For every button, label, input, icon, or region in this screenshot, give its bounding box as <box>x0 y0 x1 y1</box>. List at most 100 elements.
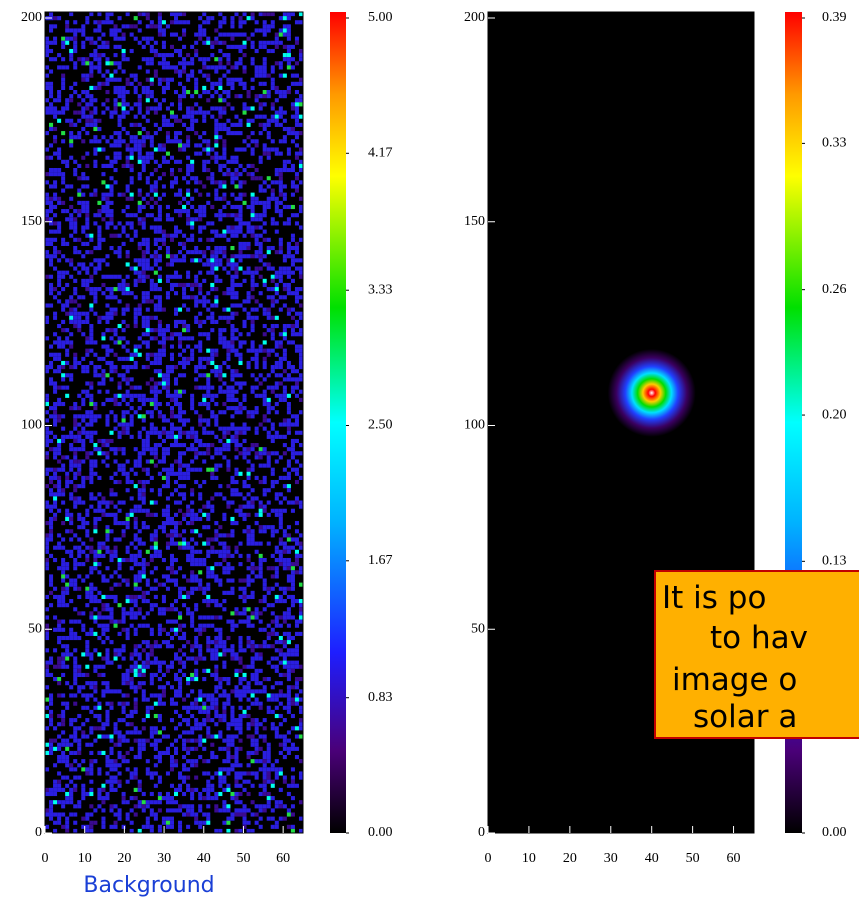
pixel <box>178 167 183 173</box>
pixel <box>258 266 263 271</box>
pixel <box>45 40 50 45</box>
pixel <box>105 344 110 349</box>
pixel <box>210 504 215 509</box>
pixel <box>113 110 118 115</box>
pixel <box>121 451 126 456</box>
pixel <box>194 455 199 460</box>
pixel <box>101 282 106 288</box>
pixel <box>238 730 243 735</box>
pixel <box>157 759 162 764</box>
pixel <box>153 660 158 665</box>
pixel <box>194 697 199 702</box>
pixel <box>53 254 58 259</box>
pixel <box>145 307 150 312</box>
pixel <box>61 77 66 82</box>
pixel <box>109 447 114 452</box>
pixel <box>97 258 102 263</box>
pixel <box>73 323 78 329</box>
pixel <box>234 282 239 288</box>
pixel <box>226 307 231 312</box>
pixel <box>141 525 146 530</box>
pixel <box>290 126 295 132</box>
pixel <box>266 147 271 152</box>
pixel <box>77 192 82 197</box>
pixel <box>194 668 199 673</box>
pixel <box>262 114 267 119</box>
pixel <box>194 118 199 123</box>
pixel <box>286 373 291 378</box>
pixel <box>242 12 247 17</box>
pixel <box>266 245 271 251</box>
pixel <box>214 126 219 132</box>
pixel <box>254 250 259 255</box>
pixel <box>57 533 62 538</box>
pixel <box>294 73 299 78</box>
pixel <box>149 184 154 189</box>
pixel <box>262 578 267 583</box>
pixel <box>45 623 50 628</box>
pixel <box>278 693 283 698</box>
pixel <box>198 270 203 275</box>
pixel <box>218 685 223 690</box>
pixel <box>101 553 106 558</box>
pixel <box>93 562 98 567</box>
pixel <box>266 755 271 760</box>
pixel <box>278 176 283 181</box>
pixel <box>85 131 90 136</box>
pixel <box>294 664 299 669</box>
pixel <box>61 241 66 246</box>
pixel <box>190 69 195 74</box>
pixel <box>194 377 199 382</box>
pixel <box>153 184 158 189</box>
pixel <box>141 57 146 62</box>
pixel <box>133 504 138 509</box>
pixel <box>101 20 106 25</box>
pixel <box>129 122 134 127</box>
pixel <box>53 504 58 509</box>
pixel <box>49 656 54 661</box>
pixel <box>89 110 94 115</box>
pixel <box>178 94 183 99</box>
pixel <box>290 438 295 444</box>
pixel <box>141 167 146 173</box>
pixel <box>214 274 219 279</box>
pixel <box>53 648 58 653</box>
pixel <box>274 274 279 279</box>
pixel <box>270 77 275 82</box>
pixel <box>57 475 62 480</box>
pixel <box>278 237 283 242</box>
pixel <box>210 94 215 99</box>
pixel <box>218 635 223 641</box>
pixel <box>121 615 126 620</box>
pixel <box>246 245 251 251</box>
pixel <box>153 443 158 448</box>
pixel <box>169 369 174 374</box>
pixel <box>153 693 158 698</box>
pixel <box>246 135 251 140</box>
pixel <box>105 16 110 21</box>
pixel <box>182 660 187 665</box>
pixel <box>109 328 114 333</box>
pixel <box>93 443 98 448</box>
pixel <box>262 180 267 185</box>
pixel <box>178 102 183 107</box>
pixel <box>274 664 279 669</box>
pixel <box>113 459 118 464</box>
pixel <box>49 209 54 214</box>
pixel <box>298 611 303 616</box>
pixel <box>294 652 299 657</box>
pixel <box>125 738 130 743</box>
pixel <box>89 479 94 485</box>
pixel <box>178 336 183 341</box>
pixel <box>274 713 279 719</box>
pixel <box>230 763 235 768</box>
pixel <box>194 102 199 107</box>
pixel <box>113 623 118 628</box>
pixel <box>85 270 90 275</box>
pixel <box>298 726 303 731</box>
pixel <box>57 229 62 234</box>
pixel <box>113 594 118 600</box>
pixel <box>113 447 118 452</box>
pixel <box>190 459 195 464</box>
pixel <box>81 438 86 444</box>
